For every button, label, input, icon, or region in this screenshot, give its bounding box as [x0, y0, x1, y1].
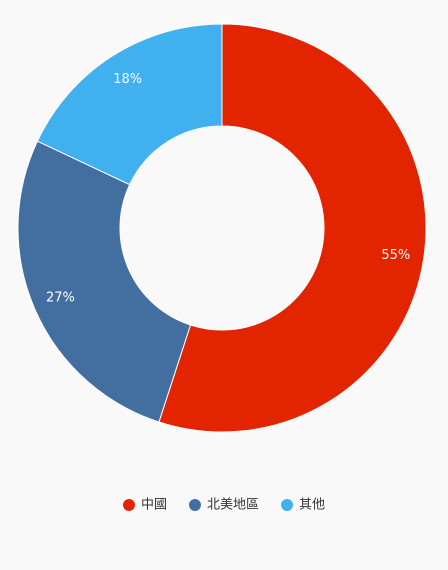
slice	[17, 140, 192, 423]
legend-label: 其他	[299, 498, 325, 513]
legend-label: 北美地區	[207, 498, 259, 513]
slice	[158, 23, 427, 433]
slice	[36, 23, 223, 186]
value-label: 55%	[381, 248, 410, 263]
legend-swatch	[281, 499, 294, 511]
legend-label: 中國	[141, 498, 167, 513]
value-label: 18%	[113, 72, 142, 87]
legend: 中國 北美地區 其他	[122, 498, 325, 513]
legend-swatch	[188, 499, 201, 511]
value-label: 27%	[46, 290, 75, 305]
legend-swatch	[122, 499, 135, 511]
